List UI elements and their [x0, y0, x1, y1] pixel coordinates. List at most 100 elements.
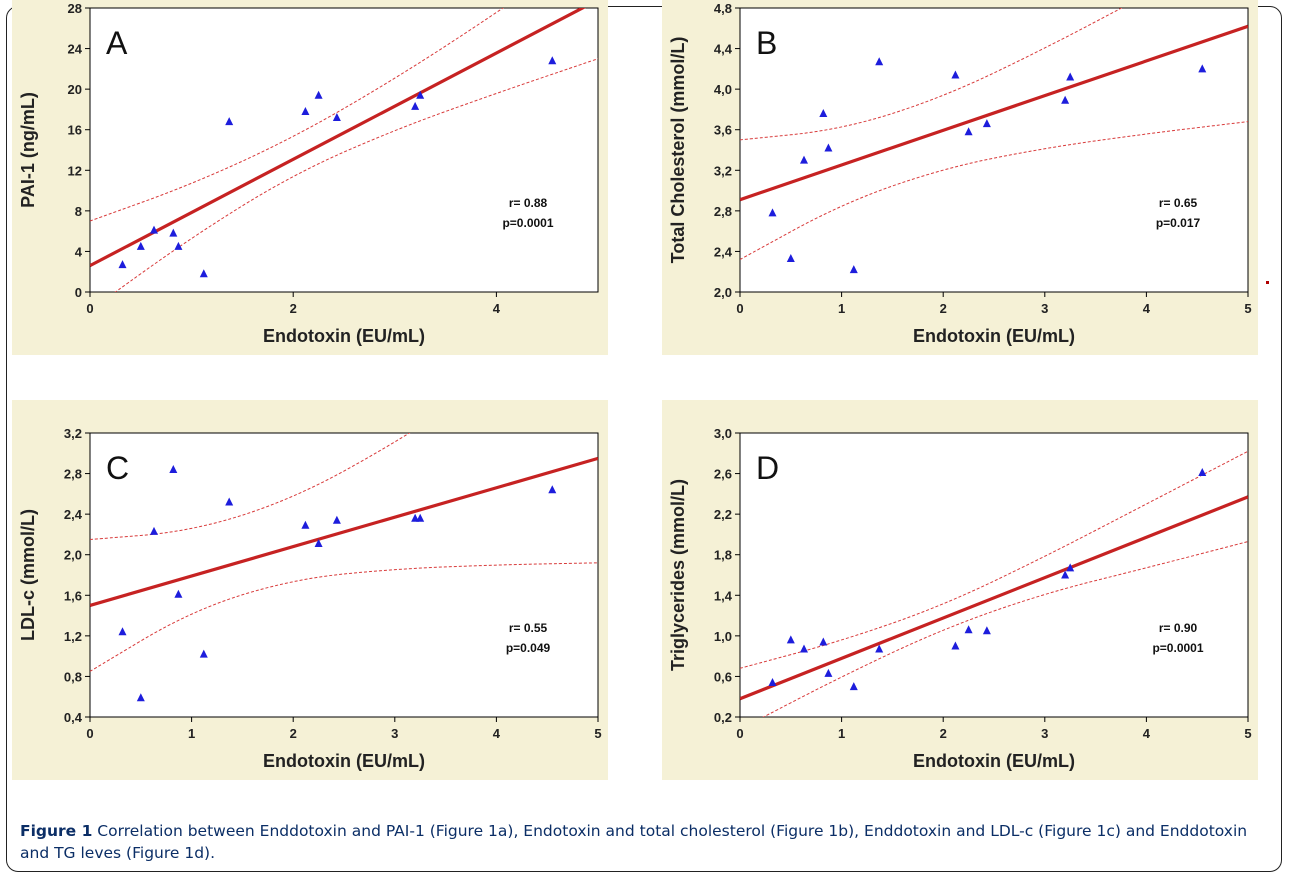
data-point-a-11: [416, 90, 425, 99]
stray-mark: [1266, 281, 1269, 284]
y-tick-label-d-3: 1,4: [714, 588, 733, 603]
x-tick-label-c-4: 4: [493, 726, 501, 741]
data-point-d-7: [951, 641, 960, 650]
y-tick-label-a-3: 12: [68, 163, 82, 178]
y-tick-label-c-4: 2,0: [64, 548, 82, 563]
y-tick-label-a-7: 28: [68, 1, 82, 16]
data-point-a-12: [548, 56, 557, 65]
scatter-plot-b: 0 1 2 3 4 5 2,0 2,4 2,8 3,2 3,6 4,0 4,4 4,8 Br= 0.65 p=…: [662, 0, 1258, 355]
data-point-a-8: [314, 90, 323, 99]
x-tick-label-d-0: 0: [736, 726, 743, 741]
data-point-a-5: [199, 269, 208, 278]
x-tick-label-b-5: 5: [1244, 301, 1251, 316]
data-point-b-10: [1061, 95, 1070, 104]
data-point-a-3: [169, 228, 178, 237]
y-tick-label-d-4: 1,8: [714, 548, 732, 563]
data-point-b-5: [849, 265, 858, 274]
y-tick-label-c-6: 2,8: [64, 467, 82, 482]
stat-r-c: r= 0.55: [509, 621, 548, 635]
data-point-a-6: [225, 117, 234, 126]
x-tick-label-c-1: 1: [188, 726, 195, 741]
y-axis-label-a: PAI-1 (ng/mL): [18, 92, 38, 208]
y-tick-label-c-5: 2,4: [64, 507, 83, 522]
plot-area-d: [739, 432, 1249, 718]
x-tick-label-c-3: 3: [391, 726, 398, 741]
data-point-d-8: [964, 625, 973, 634]
data-point-d-4: [824, 668, 833, 677]
x-axis-label-c: Endotoxin (EU/mL): [263, 751, 425, 771]
data-point-d-5: [849, 682, 858, 691]
caption-label: Figure 1: [20, 822, 93, 840]
x-tick-label-d-3: 3: [1041, 726, 1048, 741]
x-tick-label-a-2: 4: [493, 301, 501, 316]
data-point-d-11: [1066, 563, 1075, 572]
data-point-b-2: [800, 155, 809, 164]
fit-line-d: [740, 495, 1248, 701]
data-point-c-1: [136, 693, 145, 702]
data-point-b-7: [951, 70, 960, 79]
y-tick-label-a-4: 16: [68, 123, 82, 138]
x-axis-label-a: Endotoxin (EU/mL): [263, 326, 425, 346]
data-point-a-0: [118, 260, 127, 269]
x-tick-label-c-2: 2: [290, 726, 297, 741]
y-tick-label-b-7: 4,8: [714, 1, 732, 16]
data-point-c-2: [150, 526, 159, 535]
y-tick-label-c-0: 0,4: [64, 710, 83, 725]
ci-lower-b: [740, 121, 1248, 260]
ci-upper-a: [90, 8, 504, 222]
data-point-a-10: [411, 101, 420, 110]
data-point-d-1: [786, 635, 795, 644]
y-tick-label-b-4: 3,6: [714, 123, 732, 138]
regression-group-a: [90, 8, 598, 292]
data-point-b-4: [824, 143, 833, 152]
y-tick-label-b-0: 2,0: [714, 285, 732, 300]
x-tick-label-c-5: 5: [594, 726, 601, 741]
figure-caption: Figure 1 Correlation between Enddotoxin …: [20, 820, 1275, 864]
data-point-a-9: [332, 113, 341, 122]
x-tick-label-b-1: 1: [838, 301, 845, 316]
data-point-d-9: [982, 626, 991, 635]
x-tick-label-c-0: 0: [86, 726, 93, 741]
data-point-c-7: [301, 520, 310, 529]
data-point-b-12: [1198, 64, 1207, 73]
y-axis-label-c: LDL-c (mmol/L): [18, 509, 38, 641]
x-axis-label-d: Endotoxin (EU/mL): [913, 751, 1075, 771]
y-tick-label-a-6: 24: [68, 42, 83, 57]
data-point-d-12: [1198, 468, 1207, 477]
data-point-c-11: [416, 513, 425, 522]
stat-p-a: p=0.0001: [502, 216, 553, 230]
y-tick-label-a-1: 4: [75, 244, 83, 259]
fit-line-c: [90, 456, 598, 607]
x-tick-label-a-1: 2: [290, 301, 297, 316]
data-point-b-3: [819, 108, 828, 117]
y-tick-label-c-1: 0,8: [64, 669, 82, 684]
stat-r-a: r= 0.88: [509, 196, 548, 210]
figure-frame: [6, 6, 1282, 872]
x-tick-label-d-1: 1: [838, 726, 845, 741]
data-point-b-9: [982, 119, 991, 128]
y-tick-label-b-5: 4,0: [714, 82, 732, 97]
data-point-b-1: [786, 254, 795, 263]
data-point-b-0: [768, 208, 777, 217]
stat-p-b: p=0.017: [1156, 216, 1201, 230]
ci-upper-b: [740, 8, 1123, 141]
x-tick-label-d-5: 5: [1244, 726, 1251, 741]
data-point-c-8: [314, 539, 323, 548]
y-axis-label-d: Triglycerides (mmol/L): [668, 479, 688, 671]
y-tick-label-d-6: 2,6: [714, 467, 732, 482]
scatter-plot-d: 0 1 2 3 4 5 0,2 0,6 1,0 1,4 1,8 2,2 2,6 3,0 Dr= 0.90 p=…: [662, 400, 1258, 780]
data-point-a-2: [150, 225, 159, 234]
fit-line-a: [90, 8, 586, 268]
data-point-d-10: [1061, 570, 1070, 579]
x-tick-label-b-3: 3: [1041, 301, 1048, 316]
x-tick-label-b-0: 0: [736, 301, 743, 316]
y-tick-label-b-1: 2,4: [714, 244, 733, 259]
data-point-d-6: [875, 644, 884, 653]
data-point-a-4: [174, 241, 183, 250]
data-point-c-10: [411, 513, 420, 522]
stat-r-d: r= 0.90: [1159, 621, 1198, 635]
x-tick-label-a-0: 0: [86, 301, 93, 316]
